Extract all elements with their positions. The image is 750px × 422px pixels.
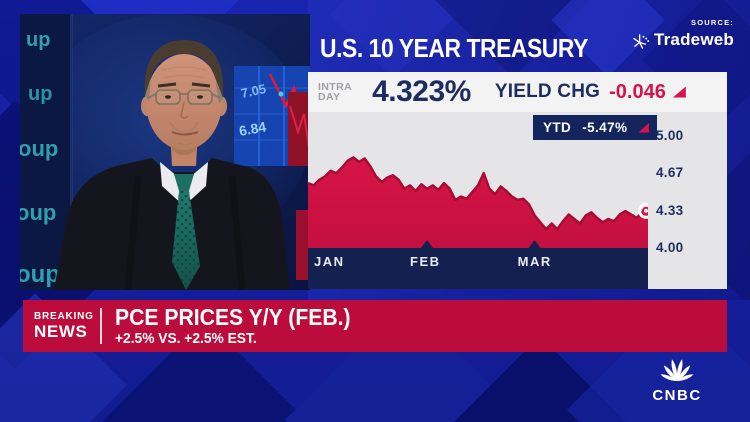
wall-text: up	[28, 83, 52, 105]
tradeweb-starburst-icon	[633, 33, 650, 49]
ytd-change-badge: YTD -5.47%	[533, 115, 658, 140]
x-axis-bar	[308, 248, 648, 289]
wall-text: oup	[20, 261, 60, 288]
breaking-news-kicker: BREAKING NEWS	[34, 311, 94, 341]
y-axis-labels: 5.00 4.67 4.33 4.00	[648, 112, 727, 289]
source-name: Tradeweb	[653, 30, 734, 49]
y-tick-label: 4.67	[656, 164, 684, 180]
month-label: FEB	[410, 254, 441, 269]
ytd-direction-triangle-icon	[638, 122, 650, 133]
cnbc-wordmark: CNBC	[652, 387, 702, 404]
ytd-value: -5.47%	[582, 120, 628, 135]
cnbc-logo: CNBC	[646, 354, 708, 404]
wall-text: oup	[20, 200, 56, 225]
chart-title: U.S. 10 YEAR TREASURY	[320, 33, 588, 63]
tie	[172, 174, 200, 290]
studio-scene: up up oup oup oup 7.05 6.84	[20, 14, 310, 290]
studio-red-screen	[288, 92, 310, 280]
banner-subhead: +2.5% VS. +2.5% EST.	[115, 330, 257, 347]
month-label: MAR	[517, 254, 552, 269]
month-label: JAN	[314, 254, 345, 269]
month-tick-notches	[421, 240, 541, 248]
yield-stats-strip: INTRA DAY 4.323% YIELD CHG -0.046	[308, 72, 727, 112]
board-number: 6.84	[238, 118, 268, 139]
y-tick-label: 5.00	[656, 127, 684, 143]
change-direction-triangle-icon	[672, 86, 686, 98]
intraday-label: INTRA DAY	[318, 81, 353, 103]
wall-text: oup	[20, 136, 58, 161]
intraday-yield-value: 4.323%	[372, 75, 471, 108]
mouth	[171, 131, 199, 136]
yield-area-fill	[308, 157, 648, 248]
yield-line	[307, 156, 649, 231]
anchor-person	[54, 40, 290, 290]
yield-change-value: -0.046	[609, 80, 666, 103]
banner-headline: PCE PRICES Y/Y (FEB.)	[115, 304, 351, 331]
yield-change-label: YIELD CHG	[494, 81, 601, 102]
peacock-icon	[660, 359, 694, 382]
anchor-video-feed: up up oup oup oup 7.05 6.84	[20, 14, 310, 290]
breaking-news-banner: BREAKING NEWS PCE PRICES Y/Y (FEB.) +2.5…	[23, 300, 727, 352]
ytd-label: YTD	[543, 120, 572, 135]
wall-text: up	[26, 29, 50, 51]
treasury-yield-chart: 5.00 4.67 4.33 4.00 JAN FEB MAR YTD -5.47%	[307, 112, 727, 289]
banner-divider	[100, 308, 102, 344]
source-attribution: SOURCE: Tradeweb	[630, 18, 734, 50]
y-tick-label: 4.00	[656, 239, 684, 255]
board-number: 7.05	[240, 81, 268, 101]
hair	[144, 40, 224, 98]
y-tick-label: 4.33	[656, 203, 684, 219]
head	[141, 40, 227, 150]
source-label: SOURCE:	[691, 18, 734, 27]
